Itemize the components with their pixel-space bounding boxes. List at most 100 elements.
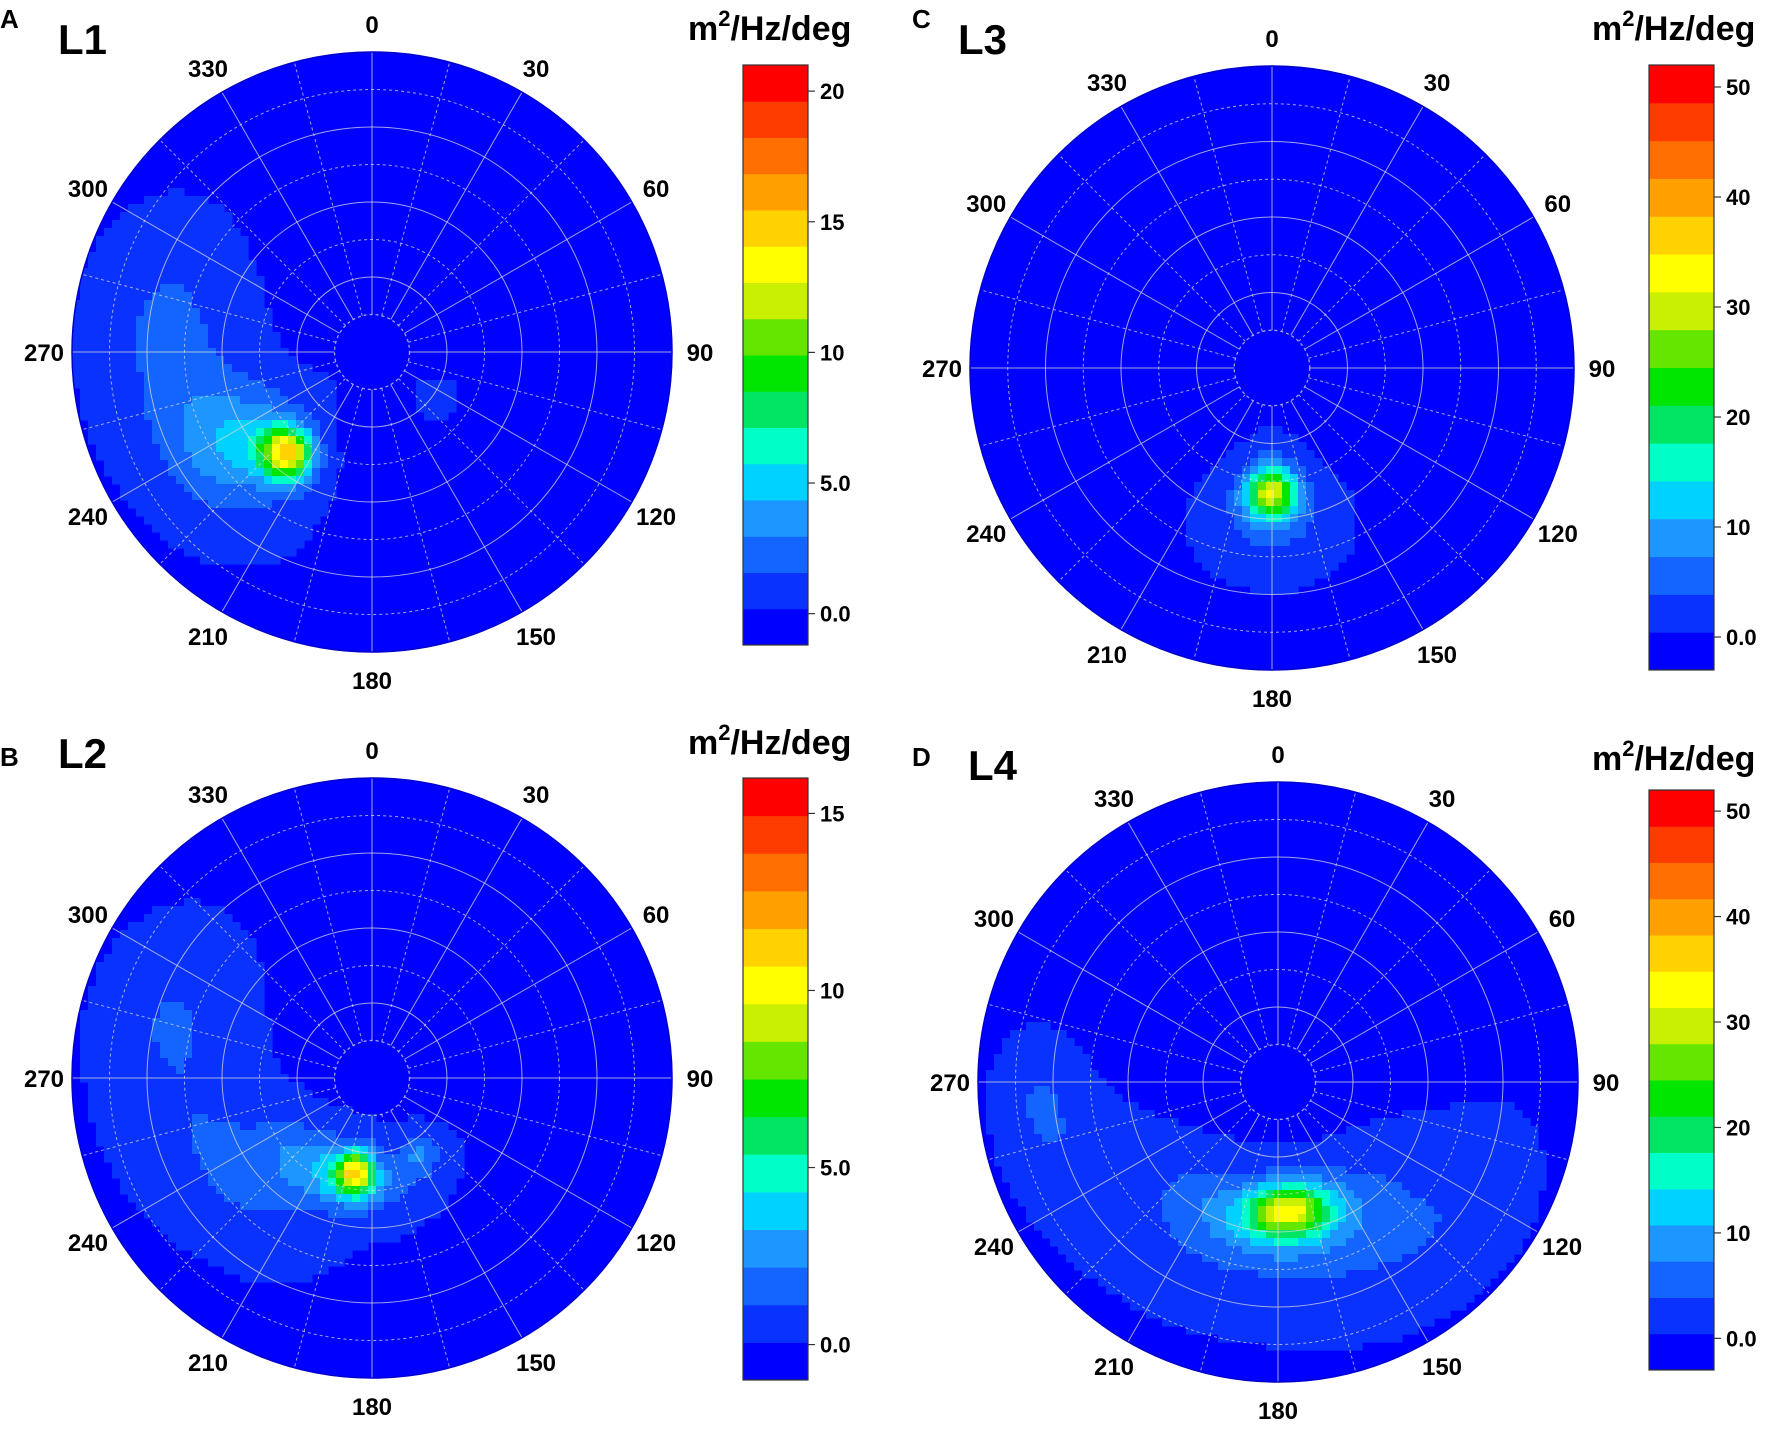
heat-cell	[192, 962, 201, 971]
heat-cell	[1154, 1262, 1163, 1271]
heat-cell	[1170, 1198, 1179, 1207]
heat-cell	[1330, 1238, 1339, 1247]
heat-cell	[240, 1090, 249, 1099]
heat-cell	[1522, 1174, 1531, 1183]
heat-cell	[240, 1002, 249, 1011]
heat-cell	[1298, 466, 1307, 475]
heat-cell	[1250, 1142, 1259, 1151]
heat-cell	[144, 220, 153, 229]
heat-cell	[152, 212, 161, 221]
heat-cell	[1426, 1302, 1435, 1311]
heat-cell	[176, 220, 185, 229]
heat-cell	[112, 1098, 121, 1107]
heat-cell	[296, 1210, 305, 1219]
grid-spoke	[159, 865, 346, 1052]
heat-cell	[1338, 482, 1347, 491]
heat-cell	[224, 1138, 233, 1147]
heat-cell	[112, 452, 121, 461]
heat-cell	[232, 1162, 241, 1171]
heat-cell	[1458, 1302, 1467, 1311]
heat-cell	[112, 244, 121, 253]
heat-cell	[986, 1118, 995, 1127]
heat-cell	[208, 970, 217, 979]
heat-cell	[1458, 1158, 1467, 1167]
heat-cell	[208, 1114, 217, 1123]
heat-cell	[1426, 1198, 1435, 1207]
heat-cell	[1474, 1286, 1483, 1295]
heat-cell	[1402, 1190, 1411, 1199]
heat-cell	[1026, 1198, 1035, 1207]
heat-cell	[1186, 1174, 1195, 1183]
heat-cell	[1306, 530, 1315, 539]
heat-cell	[120, 460, 129, 469]
heat-cell	[160, 1002, 169, 1011]
heat-cell	[1298, 1310, 1307, 1319]
heat-cell	[136, 1026, 145, 1035]
heat-cell	[160, 1210, 169, 1219]
heat-cell	[1106, 1094, 1115, 1103]
heat-cell	[1298, 1166, 1307, 1175]
angle-label: 270	[24, 340, 64, 367]
heat-cell	[1282, 1254, 1291, 1263]
heat-cell	[232, 1234, 241, 1243]
heat-cell	[1306, 578, 1315, 587]
heat-cell	[152, 914, 161, 923]
unit-base: m	[688, 724, 718, 762]
heat-cell	[296, 1242, 305, 1251]
heat-cell	[312, 476, 321, 485]
heat-cell	[136, 1202, 145, 1211]
heat-cell	[1282, 570, 1291, 579]
heat-cell	[216, 476, 225, 485]
heat-cell	[1258, 1278, 1267, 1287]
heat-cell	[1258, 522, 1267, 531]
colorbar-swatch	[1649, 1080, 1714, 1117]
heat-cell	[1114, 1222, 1123, 1231]
heat-cell	[1058, 1182, 1067, 1191]
heat-cell	[1410, 1134, 1419, 1143]
heat-cell	[128, 922, 137, 931]
heat-cell	[240, 970, 249, 979]
heat-cell	[1250, 570, 1259, 579]
colorbar-swatch	[743, 1116, 808, 1155]
heat-cell	[1250, 1150, 1259, 1159]
grid-spoke	[408, 361, 662, 431]
heat-cell	[104, 1042, 113, 1051]
heat-cell	[1266, 1294, 1275, 1303]
heat-cell	[328, 380, 337, 389]
heat-cell	[144, 914, 153, 923]
heat-cell	[1074, 1126, 1083, 1135]
heat-cell	[1130, 1254, 1139, 1263]
heat-cell	[1226, 1174, 1235, 1183]
heat-cell	[1322, 1166, 1331, 1175]
heat-cell	[208, 220, 217, 229]
heat-cell	[1018, 1102, 1027, 1111]
heat-cell	[1194, 1142, 1203, 1151]
heat-cell	[1306, 1302, 1315, 1311]
heat-cell	[1290, 474, 1299, 483]
heat-cell	[1266, 1158, 1275, 1167]
heat-cell	[1402, 1174, 1411, 1183]
heat-cell	[1258, 1246, 1267, 1255]
heat-cell	[248, 1266, 257, 1275]
heat-cell	[192, 1226, 201, 1235]
heat-cell	[328, 1154, 337, 1163]
heat-cell	[248, 324, 257, 333]
heat-cell	[248, 260, 257, 269]
heat-cell	[304, 468, 313, 477]
heat-cell	[232, 532, 241, 541]
heat-cell	[168, 484, 177, 493]
heat-cell	[184, 1082, 193, 1091]
heat-cell	[1258, 1286, 1267, 1295]
colorbar-tick-label: 15	[820, 801, 844, 826]
heat-cell	[248, 994, 257, 1003]
heat-cell	[272, 436, 281, 445]
heat-cell	[296, 1138, 305, 1147]
heat-cell	[288, 436, 297, 445]
heat-cell	[1330, 1182, 1339, 1191]
heat-cell	[224, 476, 233, 485]
heat-cell	[1170, 1270, 1179, 1279]
heat-cell	[432, 1162, 441, 1171]
heat-cell	[264, 1098, 273, 1107]
heat-cell	[240, 1050, 249, 1059]
heat-cell	[1290, 506, 1299, 515]
